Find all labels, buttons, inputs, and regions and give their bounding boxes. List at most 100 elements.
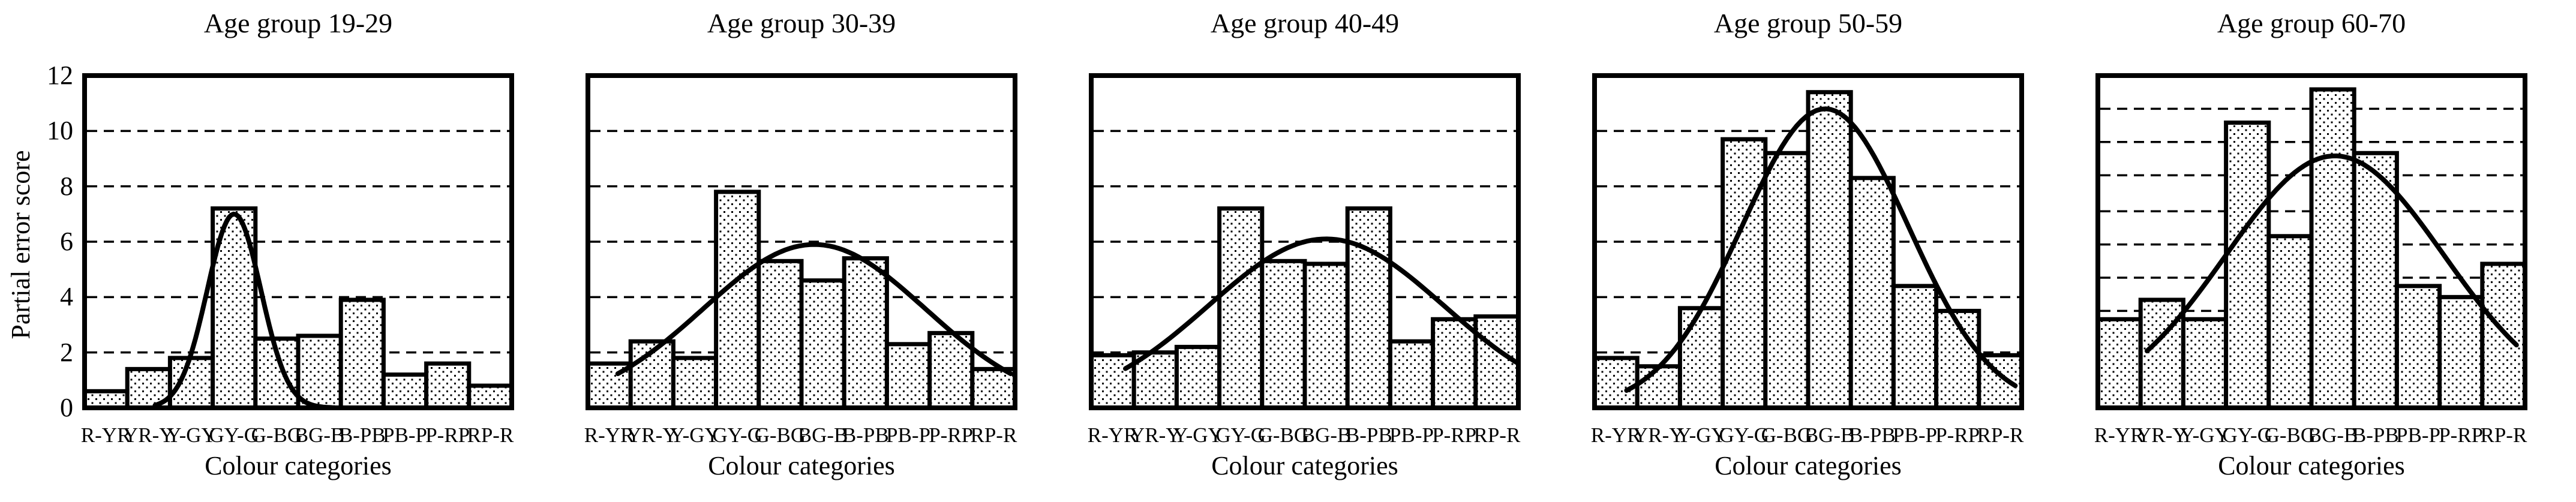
x-tick-label-B-PB: B-PB xyxy=(1345,423,1392,447)
bar-BG-B xyxy=(1806,90,1853,410)
x-tick-label-YR-Y: YR-Y xyxy=(626,423,678,447)
bar-PB-P xyxy=(2394,284,2442,410)
x-tick-label-GY-G: GY-G xyxy=(2222,423,2272,447)
plot-area xyxy=(2095,73,2527,410)
plot-area xyxy=(1089,73,1521,410)
x-tick-label-Y-GY: Y-GY xyxy=(1676,423,1727,447)
bar-B-PB xyxy=(842,256,889,410)
x-axis-title: Colour categories xyxy=(205,451,392,480)
x-tick-label-YR-Y: YR-Y xyxy=(123,423,175,447)
bar-GY-G xyxy=(1217,206,1265,410)
panel-title: Age group 19-29 xyxy=(203,8,393,38)
bar-GY-G xyxy=(2224,120,2271,410)
x-tick-label-Y-GY: Y-GY xyxy=(669,423,720,447)
x-tick-label-YR-Y: YR-Y xyxy=(2136,423,2188,447)
x-tick-label-GY-G: GY-G xyxy=(712,423,762,447)
panel-title: Age group 50-59 xyxy=(1713,8,1903,38)
panel-title: Age group 40-49 xyxy=(1210,8,1400,38)
x-tick-label-PB-P: PB-P xyxy=(2396,423,2440,447)
normal-distribution-curve xyxy=(152,211,337,410)
plot-area xyxy=(82,73,514,410)
y-tick-label-10: 10 xyxy=(47,116,73,146)
age-panel-40-49: Age group 40-49 Colour categories R-YR YR… xyxy=(1088,0,1521,502)
x-tick-label-R-YR: R-YR xyxy=(2094,423,2145,447)
bar-R-YR xyxy=(1089,353,1136,410)
bar-R-YR xyxy=(82,389,130,410)
x-tick-label-G-BG: G-BG xyxy=(1257,423,1310,447)
plot-frame xyxy=(1089,73,1521,410)
bar-Y-GY xyxy=(1174,344,1222,410)
x-tick-label-RP-R: RP-R xyxy=(1977,423,2024,447)
bar-BG-B xyxy=(296,333,343,410)
bar-G-BG xyxy=(1763,151,1811,410)
panel-title: Age group 60-70 xyxy=(2217,8,2406,38)
normal-distribution-curve xyxy=(1123,236,1521,371)
bar-G-BG xyxy=(2266,234,2314,410)
x-tick-label-RP-R: RP-R xyxy=(1473,423,1521,447)
x-tick-label-G-BG: G-BG xyxy=(1761,423,1813,447)
age-panel-60-70: Age group 60-70 Colour categories R-YR YR… xyxy=(2094,0,2527,502)
x-tick-label-P-RP: P-RP xyxy=(2439,423,2484,447)
x-tick-label-GY-G: GY-G xyxy=(209,423,259,447)
plot-frame xyxy=(82,73,514,410)
x-tick-label-G-BG: G-BG xyxy=(2264,423,2316,447)
x-tick-label-B-PB: B-PB xyxy=(2352,423,2399,447)
y-tick-label-4: 4 xyxy=(60,282,73,312)
bar-Y-GY xyxy=(1677,306,1725,410)
x-tick-label-P-RP: P-RP xyxy=(929,423,974,447)
x-tick-label-P-RP: P-RP xyxy=(425,423,470,447)
x-tick-label-GY-G: GY-G xyxy=(1215,423,1266,447)
plot-frame xyxy=(1592,73,2024,410)
y-tick-label-6: 6 xyxy=(60,227,73,256)
x-tick-label-R-YR: R-YR xyxy=(1087,423,1138,447)
x-tick-label-BG-B: BG-B xyxy=(294,423,345,447)
x-tick-label-Y-GY: Y-GY xyxy=(1173,423,1223,447)
bar-BG-B xyxy=(799,278,846,410)
bar-PB-P xyxy=(1388,339,1436,410)
bar-Y-GY xyxy=(2181,317,2229,410)
bar-G-BG xyxy=(1260,258,1307,410)
x-axis-title: Colour categories xyxy=(708,451,895,480)
x-tick-label-P-RP: P-RP xyxy=(1935,423,1980,447)
x-tick-label-B-PB: B-PB xyxy=(842,423,889,447)
bar-P-RP xyxy=(424,361,472,410)
y-tick-label-12: 12 xyxy=(47,61,73,90)
bar-B-PB xyxy=(1345,206,1392,410)
x-tick-label-PB-P: PB-P xyxy=(1893,423,1937,447)
x-tick-label-BG-B: BG-B xyxy=(1804,423,1855,447)
bar-GY-G xyxy=(1721,137,1768,410)
bar-GY-G xyxy=(714,190,761,410)
plot-frame xyxy=(2095,73,2527,410)
normal-distribution-curve xyxy=(615,242,1013,377)
x-axis-title: Colour categories xyxy=(2218,451,2405,480)
x-tick-label-RP-R: RP-R xyxy=(2480,423,2527,447)
x-axis-title: Colour categories xyxy=(1211,451,1398,480)
bar-YR-Y xyxy=(1635,364,1682,410)
x-tick-label-GY-G: GY-G xyxy=(1719,423,1769,447)
x-tick-label-P-RP: P-RP xyxy=(1432,423,1477,447)
bar-BG-B xyxy=(1302,261,1350,410)
bar-RP-R xyxy=(467,383,514,410)
bar-Y-GY xyxy=(671,356,719,410)
x-tick-label-PB-P: PB-P xyxy=(1389,423,1434,447)
bar-B-PB xyxy=(1848,176,1896,410)
x-tick-label-R-YR: R-YR xyxy=(1590,423,1641,447)
x-tick-label-BG-B: BG-B xyxy=(797,423,848,447)
x-tick-label-PB-P: PB-P xyxy=(383,423,427,447)
bar-B-PB xyxy=(338,297,386,410)
plot-area xyxy=(586,73,1017,410)
x-axis-title: Colour categories xyxy=(1715,451,1902,480)
plot-area xyxy=(1592,73,2024,410)
x-tick-label-B-PB: B-PB xyxy=(338,423,386,447)
x-tick-label-R-YR: R-YR xyxy=(80,423,131,447)
normal-distribution-curve xyxy=(1624,106,2018,393)
bar-RP-R xyxy=(2480,261,2527,410)
bar-G-BG xyxy=(756,258,804,410)
y-tick-label-8: 8 xyxy=(60,171,73,201)
bar-B-PB xyxy=(2352,151,2399,410)
bar-PB-P xyxy=(884,342,932,410)
x-tick-label-G-BG: G-BG xyxy=(754,423,806,447)
bar-R-YR xyxy=(1592,356,1640,410)
bar-Y-GY xyxy=(167,356,215,410)
